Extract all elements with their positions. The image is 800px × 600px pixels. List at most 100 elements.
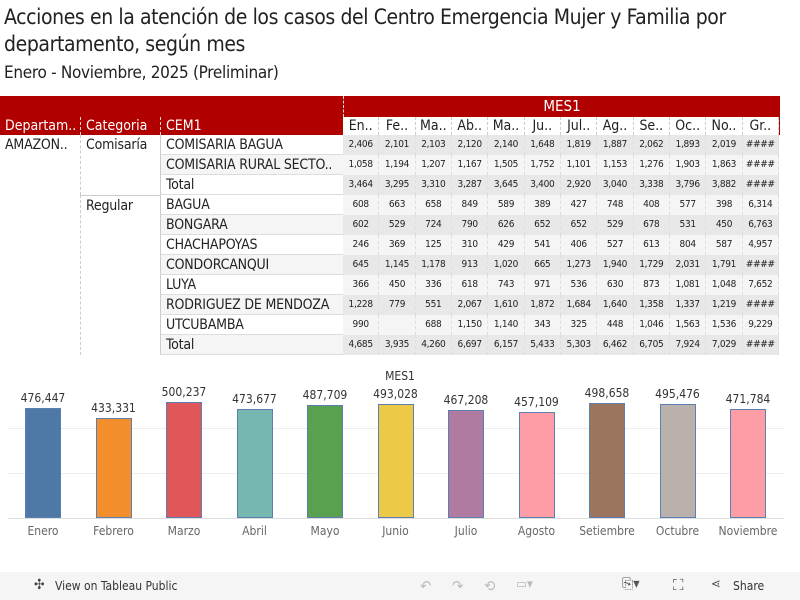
table-cell: 1,640: [597, 295, 634, 315]
table-cell: 1,536: [706, 315, 743, 335]
categoria-label[interactable]: Regular: [80, 195, 160, 355]
cem-label[interactable]: BONGARA: [160, 215, 343, 235]
table-cell: 3,295: [379, 175, 416, 195]
table-cell: 1,276: [633, 155, 670, 175]
table-cell: 724: [415, 215, 452, 235]
month-header[interactable]: Oc..: [670, 117, 707, 135]
cem-label[interactable]: BAGUA: [160, 195, 343, 215]
bar-junio[interactable]: [377, 404, 414, 518]
row-header-0[interactable]: Departam..: [5, 118, 77, 134]
undo-icon[interactable]: ↶: [420, 577, 432, 595]
month-header[interactable]: Ma..: [415, 117, 452, 135]
bar-agosto[interactable]: [518, 412, 555, 518]
refresh-icon[interactable]: ▭▾: [516, 577, 533, 592]
table-cell: 618: [452, 275, 489, 295]
categoria-label[interactable]: Comisaría: [80, 135, 160, 195]
month-header[interactable]: Fe..: [379, 117, 416, 135]
table-cell: 608: [343, 195, 380, 215]
bar-value-label: 476,447: [20, 390, 66, 405]
bar-enero[interactable]: [25, 407, 61, 518]
table-cell: 913: [452, 255, 489, 275]
cem-label[interactable]: Total: [160, 175, 343, 195]
table-cell: 7,029: [706, 335, 743, 355]
bar-abril[interactable]: [236, 408, 273, 518]
month-header[interactable]: Ju..: [524, 117, 561, 135]
cem-label[interactable]: UTCUBAMBA: [160, 315, 343, 335]
cem-label[interactable]: LUYA: [160, 275, 343, 295]
x-tick-label: Abril: [242, 524, 267, 538]
table-cell: 3,464: [343, 175, 380, 195]
cem-label[interactable]: COMISARIA BAGUA: [160, 135, 343, 155]
month-header[interactable]: En..: [343, 117, 380, 135]
cem-label[interactable]: RODRIGUEZ DE MENDOZA: [160, 295, 343, 315]
table-cell: 1,207: [415, 155, 452, 175]
table-cell: 3,935: [379, 335, 416, 355]
bar-febrero[interactable]: [95, 417, 132, 518]
bar-mayo[interactable]: [307, 405, 343, 518]
table-cell: 2,920: [561, 175, 598, 195]
x-tick-label: Julio: [454, 524, 478, 538]
bar-value-label: 467,208: [443, 393, 489, 408]
download-icon[interactable]: ⎘▾: [622, 576, 640, 592]
fullscreen-icon[interactable]: ⛶: [673, 576, 684, 594]
cem-label[interactable]: CONDORCANQUI: [160, 255, 343, 275]
month-header[interactable]: Gr..: [742, 117, 779, 135]
table-cell: 1,153: [597, 155, 634, 175]
table-cell: 1,358: [633, 295, 670, 315]
redo-icon[interactable]: ↷: [452, 577, 464, 595]
bar-marzo[interactable]: [166, 402, 202, 518]
departamento-label[interactable]: AMAZON..: [5, 137, 68, 153]
share-button[interactable]: Share: [733, 579, 765, 593]
share-icon[interactable]: ⋖: [711, 577, 721, 592]
revert-icon[interactable]: ⟲: [484, 577, 496, 595]
table-cell: 3,040: [597, 175, 634, 195]
view-on-tableau-link[interactable]: View on Tableau Public: [55, 579, 178, 593]
bar-value-label: 473,677: [232, 391, 277, 406]
row-header-2[interactable]: CEM1: [160, 117, 343, 135]
month-header[interactable]: Ab..: [452, 117, 489, 135]
month-header[interactable]: No..: [706, 117, 743, 135]
table-cell: 389: [524, 195, 561, 215]
tableau-logo-icon[interactable]: ✣: [34, 577, 45, 593]
table-cell: 971: [524, 275, 561, 295]
cem-label[interactable]: Total: [160, 335, 343, 355]
table-cell: 9,229: [742, 315, 779, 335]
row-header-1[interactable]: Categoria: [80, 117, 160, 135]
table-cell: 450: [379, 275, 416, 295]
bar-octubre[interactable]: [659, 403, 696, 518]
table-cell: 1,178: [415, 255, 452, 275]
table-cell: 450: [706, 215, 743, 235]
table-cell: 1,791: [706, 255, 743, 275]
x-tick-label: Noviembre: [718, 524, 778, 538]
table-cell: 6,697: [452, 335, 489, 355]
table-cell: 1,150: [452, 315, 489, 335]
table-cell: 1,872: [524, 295, 561, 315]
tableau-toolbar: ✣ View on Tableau Public ↶ ↷ ⟲ ▭▾ ⎘▾ ⛶ ⋖…: [0, 572, 800, 600]
table-cell: 2,031: [670, 255, 707, 275]
cem-label[interactable]: CHACHAPOYAS: [160, 235, 343, 255]
bar-setiembre[interactable]: [589, 402, 625, 518]
table-cell: 4,260: [415, 335, 452, 355]
bar-value-label: 495,476: [655, 386, 700, 401]
table-cell: 1,048: [706, 275, 743, 295]
page-subtitle: Enero - Noviembre, 2025 (Preliminar): [4, 63, 279, 83]
month-header[interactable]: Ma..: [488, 117, 525, 135]
table-cell: 7,924: [670, 335, 707, 355]
table-cell: 688: [415, 315, 452, 335]
table-cell: 1,219: [706, 295, 743, 315]
table-cell: 1,563: [670, 315, 707, 335]
x-tick-label: Setiembre: [579, 524, 635, 538]
table-cell: 2,067: [452, 295, 489, 315]
table-cell: 587: [706, 235, 743, 255]
table-cell: 3,400: [524, 175, 561, 195]
table-cell: 743: [488, 275, 525, 295]
bar-julio[interactable]: [448, 410, 484, 518]
month-header[interactable]: Se..: [633, 117, 670, 135]
table-cell: 1,729: [633, 255, 670, 275]
bar-noviembre[interactable]: [730, 409, 766, 518]
bar-value-label: 498,658: [584, 385, 630, 400]
cem-label[interactable]: COMISARIA RURAL SECTO..: [160, 155, 343, 175]
table-cell: 663: [379, 195, 416, 215]
month-header[interactable]: Jul..: [561, 117, 598, 135]
month-header[interactable]: Ag..: [597, 117, 634, 135]
